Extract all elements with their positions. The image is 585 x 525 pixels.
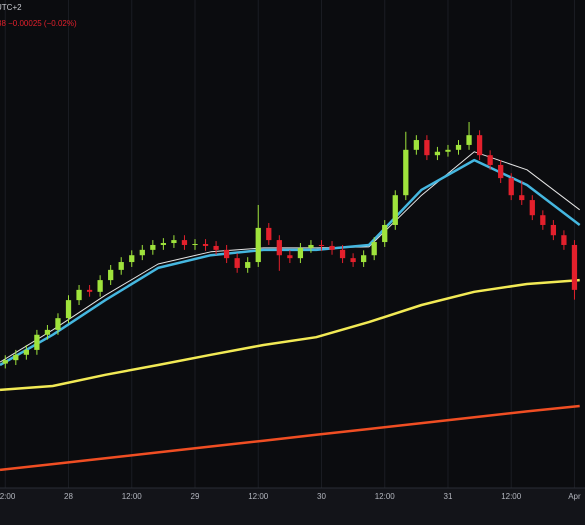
candle-body [213,245,219,250]
candle-body [129,255,135,263]
change-label: 38 −0.00025 (−0.02%) [0,19,77,28]
candle-body [371,242,377,256]
moving-average-line [0,404,580,472]
candle-body [65,300,72,319]
x-tick-label: 12:00 [0,492,16,501]
candles [2,122,578,369]
x-tick-label: 31 [444,492,453,501]
candle-body [23,349,29,355]
candle-body [571,244,578,290]
candle-body [223,249,230,259]
candle-body [86,289,93,292]
candle-body [508,178,514,196]
candle-body [476,135,483,156]
candle-body [160,243,167,245]
candle-body [118,262,124,270]
x-tick-label: 12:00 [501,492,522,501]
candle-body [339,249,346,259]
candle-body [245,262,251,268]
candle-body [44,329,51,335]
x-tick-label: 12:00 [375,492,396,501]
candle-body [266,227,272,241]
candle-body [255,227,261,263]
moving-average-line [0,151,581,363]
candle-body [455,144,462,150]
candle-body [434,151,441,156]
candle-body [55,318,61,330]
candle-body [34,334,40,350]
candle-body [403,149,409,196]
x-tick-label: 28 [64,492,73,501]
x-tick-label: 29 [191,492,200,501]
moving-averages [0,151,581,472]
candle-body [287,255,293,259]
moving-average-line [0,278,580,392]
candle-body [308,244,314,248]
candle-body [192,244,198,245]
x-tick-label: 30 [317,492,326,501]
candle-body [2,360,8,364]
candle-body [234,258,240,268]
candle-body [540,215,546,225]
candle-body [529,200,535,216]
x-tick-label: Apr [568,492,581,501]
candle-body [519,195,525,201]
candle-body [424,140,430,156]
candle-body [413,140,419,150]
candle-body [108,269,114,281]
candle-body [350,258,356,263]
moving-average-line [0,158,581,367]
candle-body [202,244,209,246]
candle-body [361,255,367,263]
candle-body [466,135,472,145]
candle-body [550,224,557,236]
candle-body [445,149,451,152]
candle-body [181,240,188,245]
candle-body [392,195,398,225]
candle-body [150,244,156,250]
candle-body [13,354,19,361]
x-tick-label: 12:00 [248,492,269,501]
candle-body [498,164,504,179]
time-axis [0,488,585,525]
candle-body [276,240,282,256]
timezone-label: UTC+2 [0,3,22,12]
candle-body [382,224,388,243]
candle-body [76,289,82,301]
candle-body [487,155,493,165]
candle-body [97,280,103,292]
candle-body [318,244,325,246]
x-tick-label: 12:00 [122,492,143,501]
candle-body [561,235,567,245]
candle-body [329,245,335,250]
candle-body [171,240,177,244]
candle-body [139,249,145,256]
candle-body [297,247,304,259]
x-axis-labels: 12:00 28 12:00 29 12:00 30 12:00 31 12:00 Apr [0,492,581,501]
